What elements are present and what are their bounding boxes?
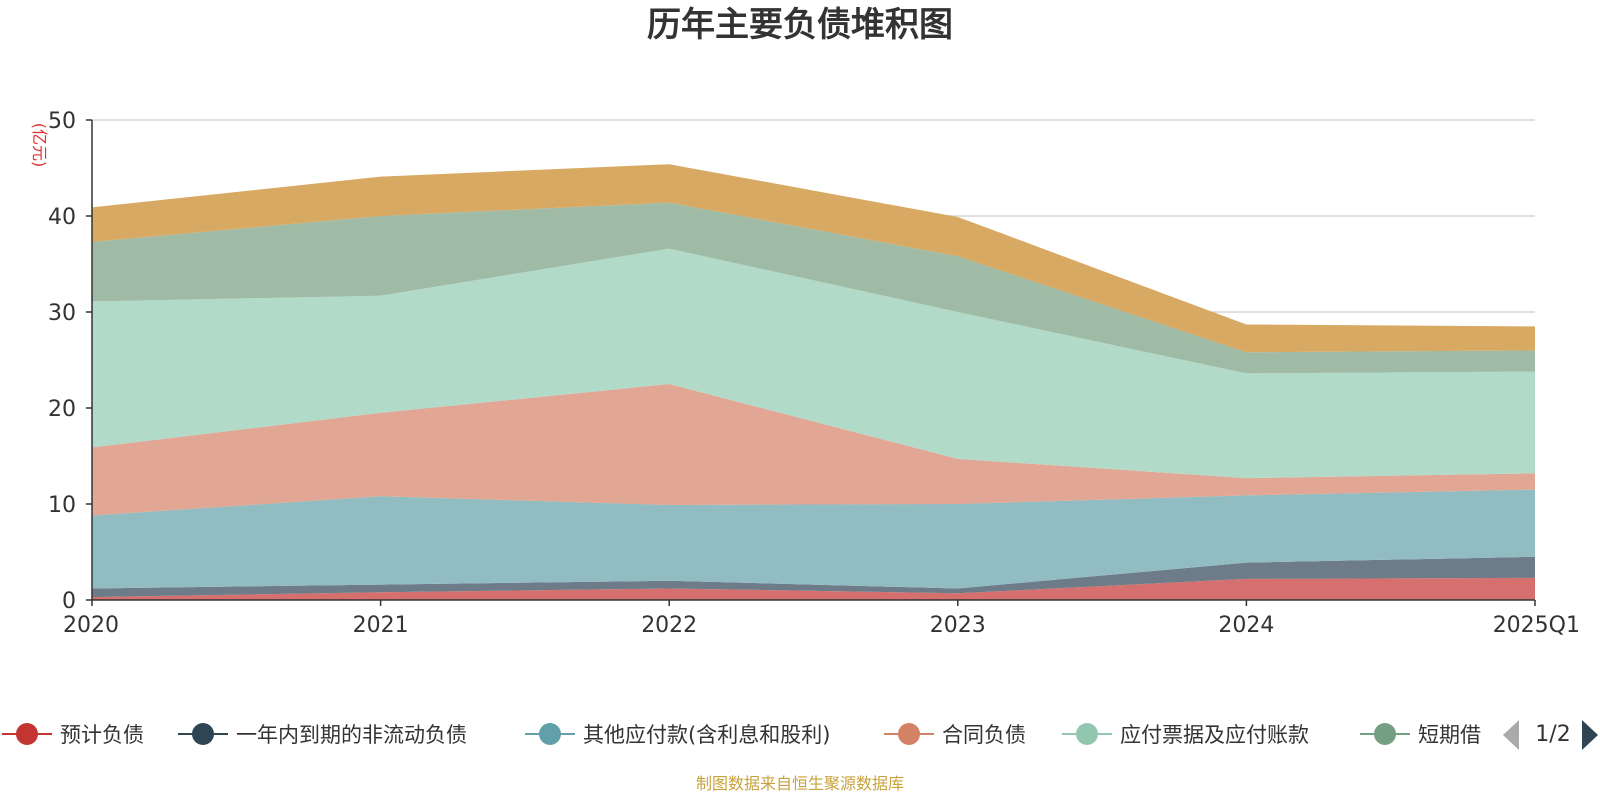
legend-prev-page-icon[interactable] [1503, 720, 1519, 750]
x-tick-label-2024: 2024 [1218, 613, 1274, 638]
y-tick-label-50: 50 [48, 109, 76, 134]
x-tick-label-2022: 2022 [641, 613, 697, 638]
legend-marker-0 [16, 723, 38, 745]
area-series-3[interactable] [92, 384, 1535, 516]
legend-marker-4 [1076, 723, 1098, 745]
legend-label-0: 预计负债 [60, 723, 144, 747]
legend-label-5: 短期借 [1418, 723, 1481, 747]
legend-items: 预计负债 一年内到期的非流动负债 其他应付款(含利息和股利) 合同负债 应付票据及应付账… [2, 723, 1481, 747]
area-series-2[interactable] [92, 489, 1535, 589]
area-series-group [92, 164, 1535, 600]
data-source-note: 制图数据来自恒生聚源数据库 [696, 774, 904, 793]
area-series-0[interactable] [92, 577, 1535, 600]
x-tick-label-2021: 2021 [353, 613, 409, 638]
legend-item-5[interactable]: 短期借 [1360, 723, 1481, 747]
area-series-1[interactable] [92, 556, 1535, 598]
area-series-4[interactable] [92, 248, 1535, 479]
legend-marker-3 [898, 723, 920, 745]
legend-item-4[interactable]: 应付票据及应付账款 [1062, 723, 1309, 747]
legend-marker-5 [1374, 723, 1396, 745]
legend-item-2[interactable]: 其他应付款(含利息和股利) [525, 723, 830, 747]
chart-title: 历年主要负债堆积图 [647, 5, 953, 45]
y-tick-label-10: 10 [48, 493, 76, 518]
legend: 预计负债 一年内到期的非流动负债 其他应付款(含利息和股利) 合同负债 应付票据及应付账… [2, 720, 1598, 750]
legend-label-3: 合同负债 [942, 723, 1026, 747]
y-axis-unit-label: (亿元) [30, 123, 49, 168]
legend-item-3[interactable]: 合同负债 [884, 723, 1026, 747]
legend-item-0[interactable]: 预计负债 [2, 723, 144, 747]
x-tick-label-2020: 2020 [63, 613, 119, 638]
legend-item-1[interactable]: 一年内到期的非流动负债 [178, 723, 467, 747]
y-tick-label-20: 20 [48, 397, 76, 422]
legend-label-1: 一年内到期的非流动负债 [236, 723, 467, 747]
legend-page-indicator: 1/2 [1535, 722, 1570, 747]
axes: 0 10 20 30 40 50 2020 2021 2022 2023 2024 2025Q1 [48, 109, 1580, 638]
area-series-6[interactable] [92, 164, 1535, 353]
y-tick-label-0: 0 [62, 589, 76, 614]
legend-label-4: 应付票据及应付账款 [1120, 723, 1309, 747]
legend-next-page-icon[interactable] [1582, 720, 1598, 750]
y-tick-label-30: 30 [48, 301, 76, 326]
legend-marker-1 [192, 723, 214, 745]
area-series-5[interactable] [92, 202, 1535, 374]
y-tick-label-40: 40 [48, 205, 76, 230]
legend-label-2: 其他应付款(含利息和股利) [583, 723, 830, 747]
legend-marker-2 [539, 723, 561, 745]
x-tick-label-2023: 2023 [930, 613, 986, 638]
x-tick-label-2025Q1: 2025Q1 [1493, 613, 1580, 638]
